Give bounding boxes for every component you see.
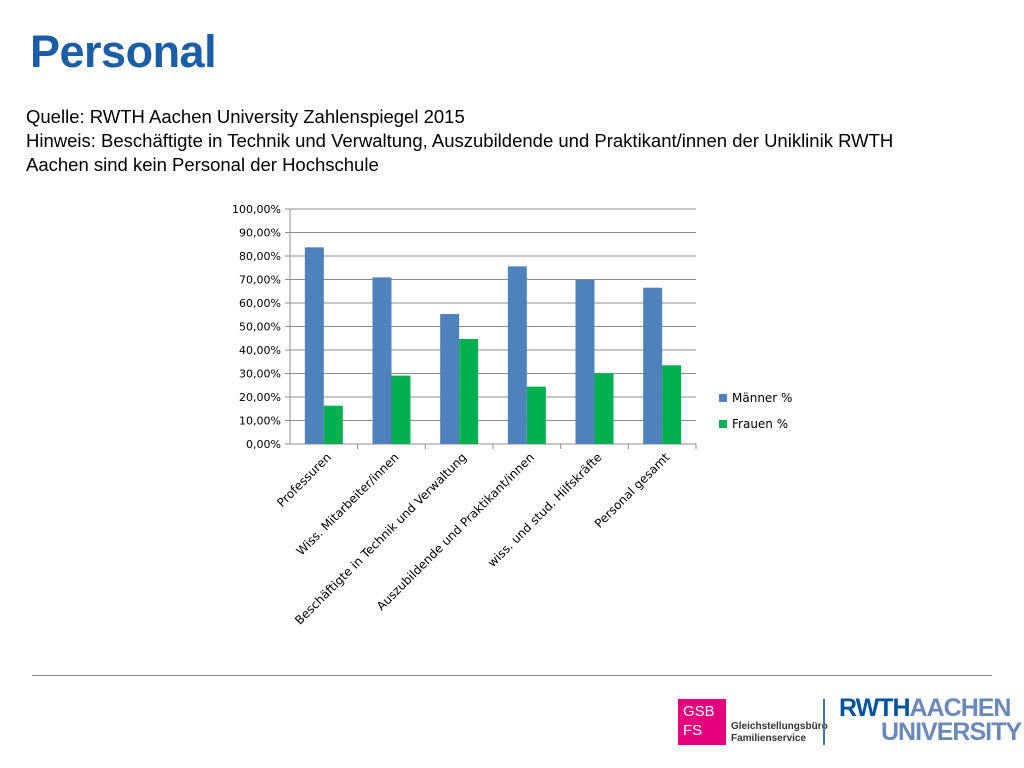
legend-label-frauen: Frauen % (732, 417, 788, 431)
y-tick-label: 40,00% (239, 344, 281, 357)
hint-line-continued: Aachen sind kein Personal der Hochschule (26, 154, 379, 175)
y-tick-label: 20,00% (239, 391, 281, 404)
bar-frauen (526, 386, 546, 444)
x-category-label: Professuren (274, 450, 334, 510)
y-tick-label: 50,00% (239, 321, 281, 334)
gsb-name: Gleichstellungsbüro Familienservice (731, 721, 828, 745)
bar-maenner (643, 287, 663, 444)
bar-maenner (304, 247, 324, 444)
gsb-logo-line1: GSB (683, 703, 715, 720)
bar-maenner (575, 279, 595, 444)
bar-frauen (323, 405, 343, 444)
gsb-logo: GSB FS (678, 699, 726, 745)
y-tick-label: 60,00% (239, 297, 281, 310)
legend-label-maenner: Männer % (732, 391, 792, 405)
rwth-logo-rwth: RWTH (839, 694, 911, 722)
rwth-logo: RWTHAACHEN UNIVERSITY (839, 694, 1022, 746)
x-category-label: wiss. und stud. Hilfskräfte (485, 450, 605, 570)
y-tick-label: 100,00% (232, 203, 281, 216)
logo-separator (823, 699, 825, 745)
bar-frauen (391, 375, 411, 444)
bar-maenner (372, 277, 392, 444)
x-category-label: Personal gesamt (592, 450, 673, 531)
gsb-name-line1: Gleichstellungsbüro (731, 721, 828, 732)
gsb-logo-line2: FS (683, 722, 703, 739)
bar-frauen (459, 338, 479, 444)
rwth-logo-aachen: AACHEN (909, 694, 1012, 722)
rwth-logo-university: UNIVERSITY (881, 718, 1022, 746)
y-tick-label: 0,00% (246, 438, 281, 451)
hint-line: Hinweis: Beschäftigte in Technik und Ver… (26, 130, 894, 151)
bar-chart: 0,00% 10,00% 20,00% 30,00% 40,00% 50,00% 60,00… (232, 203, 792, 627)
bar-frauen (662, 365, 682, 444)
y-tick-label: 30,00% (239, 368, 281, 381)
footer-divider (32, 675, 992, 676)
y-tick-label: 70,00% (239, 274, 281, 287)
legend-swatch-frauen (719, 420, 727, 428)
source-line: Quelle: RWTH Aachen University Zahlenspi… (26, 106, 465, 127)
bar-maenner (440, 314, 460, 444)
gsb-name-line2: Familienservice (731, 733, 807, 744)
y-tick-label: 80,00% (239, 250, 281, 263)
page-title: Personal (30, 26, 217, 77)
y-tick-label: 90,00% (239, 227, 281, 240)
source-notes: Quelle: RWTH Aachen University Zahlenspi… (26, 105, 986, 177)
legend-swatch-maenner (719, 394, 727, 402)
bar-maenner (507, 266, 527, 444)
bar-frauen (594, 373, 614, 444)
y-tick-label: 10,00% (239, 415, 281, 428)
